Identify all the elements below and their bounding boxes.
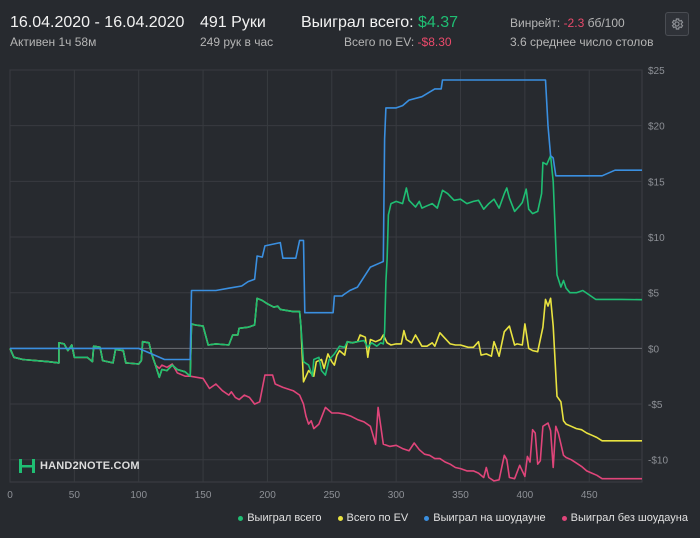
- hand2note-logo: HAND2NOTE.COM: [18, 457, 140, 475]
- y-tick-label: -$10: [648, 456, 668, 467]
- plot-area: [9, 69, 643, 483]
- winrate-unit: бб/100: [587, 16, 625, 30]
- y-tick-label: $10: [648, 233, 665, 244]
- active-duration: Активен 1ч 58м: [10, 35, 97, 49]
- won-total-value: $4.37: [418, 14, 459, 31]
- total-ev: Всего по EV: -$8.30: [344, 35, 452, 49]
- legend-item-won[interactable]: Выиграл всего: [238, 512, 322, 524]
- hand2note-logo-text: HAND2NOTE.COM: [40, 460, 140, 472]
- hand2note-logo-icon: [19, 459, 35, 473]
- x-tick-label: 50: [69, 490, 81, 501]
- x-tick-label: 450: [581, 490, 598, 501]
- y-tick-label: $25: [648, 66, 665, 77]
- legend-item-ev[interactable]: Всего по EV: [337, 512, 409, 524]
- series-line-showdown: [10, 79, 642, 361]
- x-tick-label: 0: [7, 490, 13, 501]
- x-tick-label: 250: [323, 490, 340, 501]
- won-total: Выиграл всего: $4.37: [301, 14, 458, 32]
- legend-label-won: Выиграл всего: [247, 512, 322, 524]
- x-tick-label: 200: [259, 490, 276, 501]
- winrate-value: -2.3: [563, 16, 585, 30]
- header: 16.04.2020 - 16.04.2020 Активен 1ч 58м 4…: [0, 0, 700, 60]
- total-ev-label: Всего по EV:: [344, 35, 415, 49]
- legend-item-non-showdown[interactable]: Выиграл без шоудауна: [561, 512, 688, 524]
- y-tick-label: $5: [648, 289, 660, 300]
- y-tick-label: $0: [648, 344, 660, 355]
- y-tick-label: $20: [648, 122, 665, 133]
- date-range: 16.04.2020 - 16.04.2020: [10, 14, 185, 31]
- legend-dot-showdown: [424, 515, 430, 521]
- gear-icon: [671, 18, 684, 30]
- x-tick-label: 100: [130, 490, 147, 501]
- legend-item-showdown[interactable]: Выиграл на шоудауне: [424, 512, 546, 524]
- x-tick-label: 350: [452, 490, 469, 501]
- legend-dot-ev: [337, 515, 343, 521]
- settings-button[interactable]: [665, 12, 689, 36]
- legend-label-showdown: Выиграл на шоудауне: [433, 512, 546, 524]
- legend-label-ev: Всего по EV: [346, 512, 409, 524]
- total-ev-value: -$8.30: [417, 35, 452, 49]
- winrate: Винрейт: -2.3 бб/100: [510, 16, 625, 30]
- x-tick-label: 300: [388, 490, 405, 501]
- chart: $25 $20 $15 $10 $5 $0 -$5 -$10 0 50 100 150 200 250 30…: [7, 66, 668, 501]
- x-tick-label: 150: [195, 490, 212, 501]
- winrate-label: Винрейт:: [510, 16, 561, 30]
- legend-label-non-showdown: Выиграл без шоудауна: [570, 512, 688, 524]
- series-line-won: [9, 154, 643, 379]
- hands-per-hour: 249 рук в час: [200, 35, 274, 49]
- y-tick-label: -$5: [648, 400, 663, 411]
- avg-tables: 3.6 среднее число столов: [510, 35, 654, 49]
- won-total-label: Выиграл всего:: [301, 14, 414, 31]
- legend-dot-non-showdown: [561, 515, 567, 521]
- legend-dot-won: [238, 515, 244, 521]
- hands-count: 491 Руки: [200, 14, 266, 31]
- x-tick-label: 400: [517, 490, 534, 501]
- y-tick-label: $15: [648, 177, 665, 188]
- chart-legend: Выиграл всего Всего по EV Выиграл на шоу…: [238, 512, 688, 524]
